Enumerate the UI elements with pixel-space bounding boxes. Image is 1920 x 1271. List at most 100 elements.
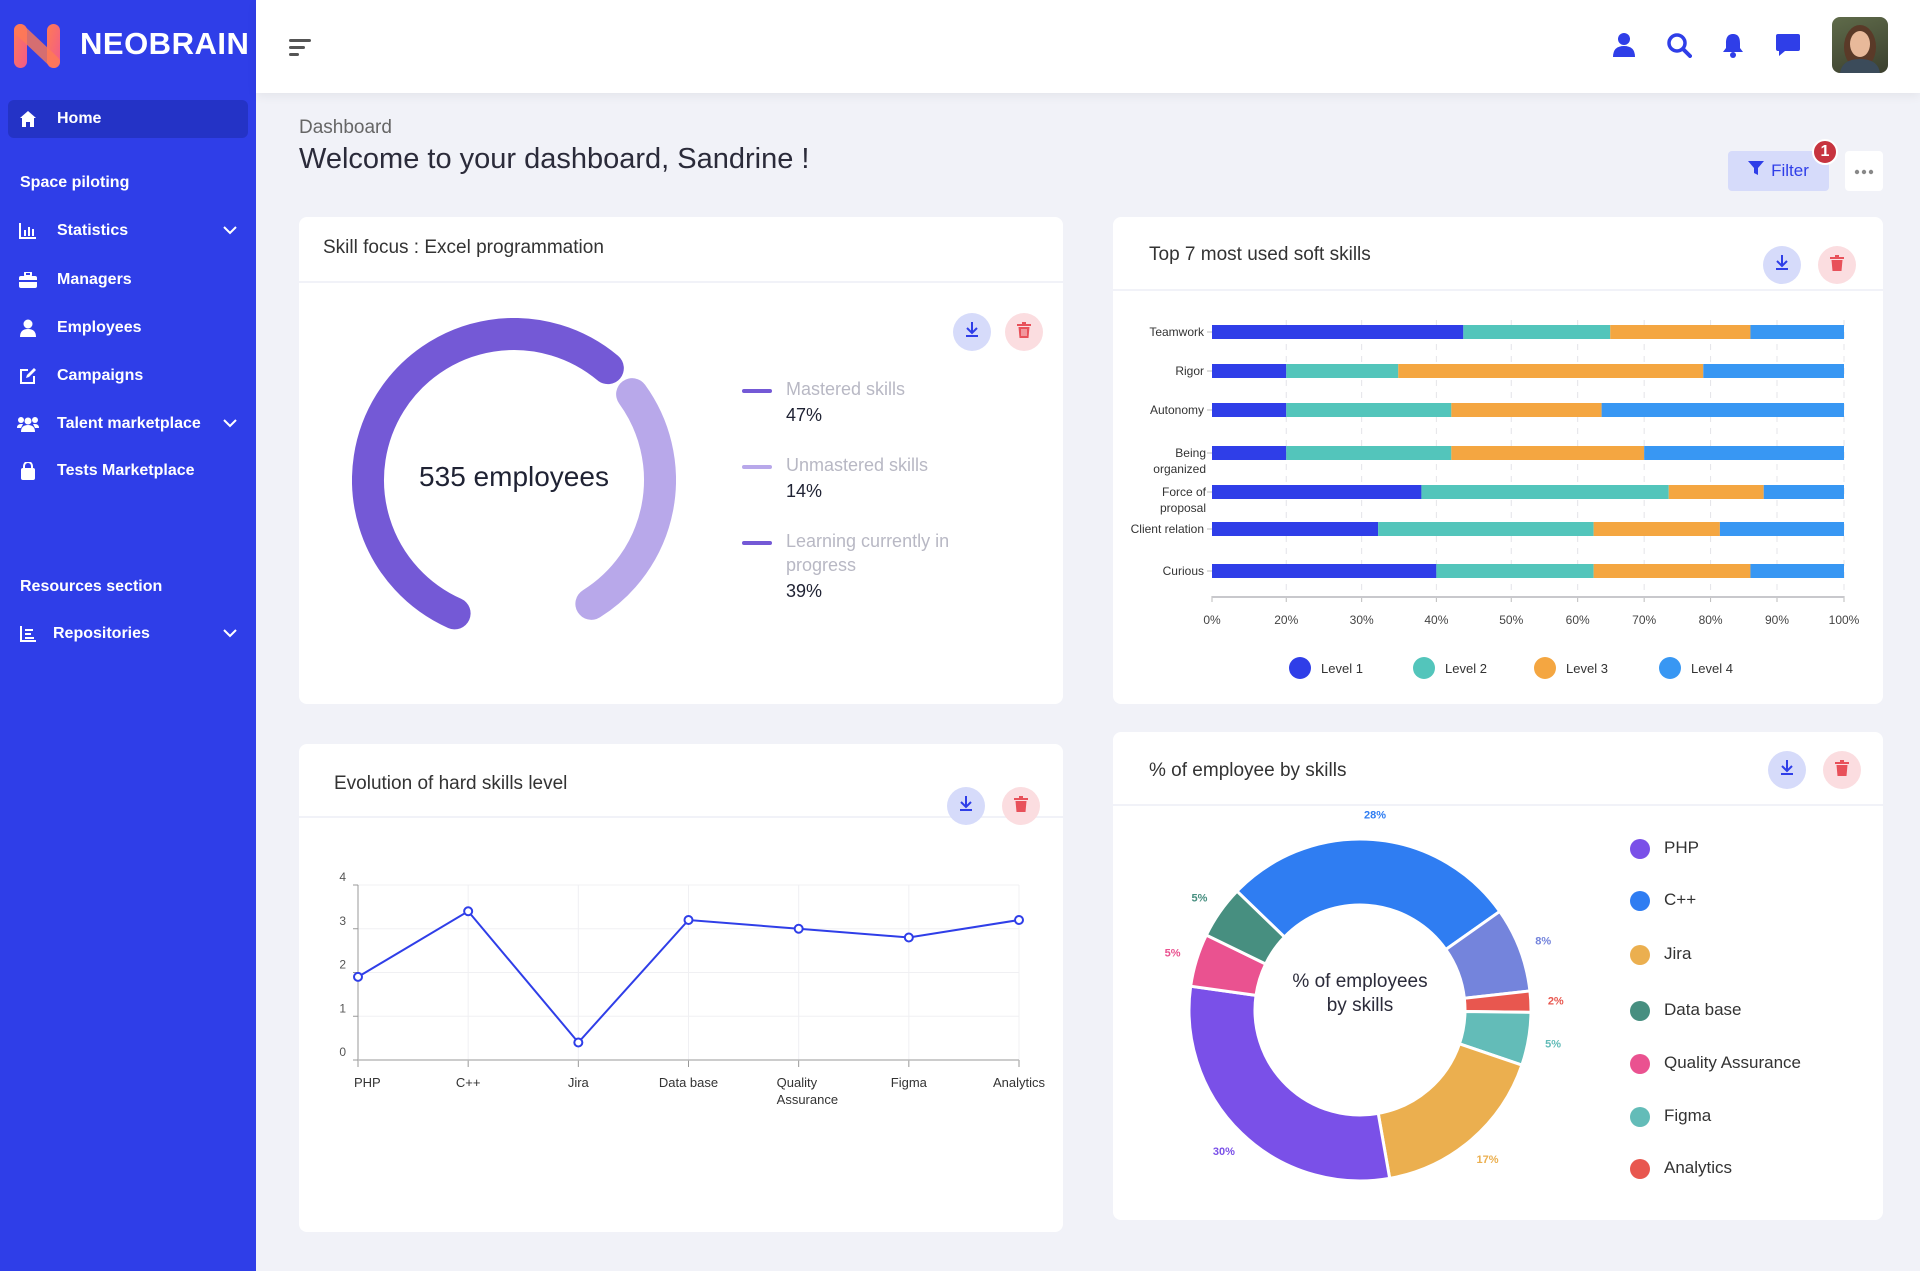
legend-label: Unmastered skills: [786, 455, 929, 475]
bar-segment: [1286, 403, 1452, 417]
legend-label: Data base: [1664, 1000, 1742, 1019]
data-point: [1014, 915, 1024, 925]
hard-skills-line-chart: 0 1 2 3 4 PHP C++ Jira Data base Quality Assurance…: [339, 870, 1046, 1107]
bar-segment: [1644, 446, 1844, 460]
legend-swatch: [742, 465, 772, 469]
y-tick-label: 4: [339, 870, 346, 884]
search-icon[interactable]: [1664, 30, 1694, 60]
legend-label: Level 2: [1445, 661, 1487, 676]
slice-label: 30%: [1213, 1146, 1235, 1158]
x-tick-label: Quality Assurance: [777, 1075, 838, 1107]
delete-button[interactable]: [1002, 787, 1040, 825]
chat-icon[interactable]: [1773, 30, 1803, 60]
menu-toggle-icon[interactable]: [286, 32, 316, 62]
sidebar-item-repositories[interactable]: Repositories: [8, 615, 248, 653]
list-icon: [17, 623, 39, 645]
legend-label: PHP: [1664, 838, 1699, 857]
y-tick-label: 3: [339, 914, 346, 928]
legend-label: Figma: [1664, 1106, 1712, 1125]
shopping-bag-icon: [17, 460, 39, 482]
trash-icon: [1835, 759, 1849, 781]
gauge-center-label: 535 employees: [419, 461, 609, 492]
skill-gauge: [352, 318, 676, 630]
sidebar-item-home[interactable]: Home: [8, 100, 248, 138]
x-tick-label: C++: [456, 1075, 481, 1090]
bar-segment: [1703, 364, 1844, 378]
legend-value: 47%: [786, 405, 823, 425]
data-point: [793, 923, 804, 934]
bar-segment: [1610, 325, 1751, 339]
download-icon: [1775, 254, 1789, 276]
neobrain-logo: [14, 24, 60, 68]
top-bar: [256, 0, 1920, 93]
data-point: [353, 971, 363, 982]
avatar[interactable]: [1832, 17, 1888, 73]
download-icon: [1780, 759, 1794, 781]
x-tick-label: 0%: [1203, 613, 1221, 627]
sidebar-item-label: Tests Marketplace: [57, 462, 195, 479]
y-tick-label: 0: [339, 1045, 346, 1059]
sidebar-item-statistics[interactable]: Statistics: [8, 212, 248, 250]
delete-button[interactable]: [1823, 751, 1861, 789]
download-button[interactable]: [1763, 246, 1801, 284]
legend-dot: [1289, 657, 1311, 679]
bell-icon[interactable]: [1718, 30, 1748, 60]
download-icon: [959, 795, 973, 817]
profile-icon[interactable]: [1609, 30, 1639, 60]
slice-label: 5%: [1545, 1038, 1561, 1050]
card-title: Top 7 most used soft skills: [1149, 244, 1371, 265]
bar-segment: [1601, 403, 1844, 417]
x-tick-label: Analytics: [993, 1075, 1046, 1090]
delete-button[interactable]: [1818, 246, 1856, 284]
category-label: Being organized: [1153, 446, 1206, 476]
legend-dot: [1630, 1107, 1650, 1127]
legend-value: 14%: [786, 481, 823, 501]
legend-dot: [1413, 657, 1435, 679]
sidebar-item-label: Campaigns: [57, 367, 144, 384]
legend-label: Quality Assurance: [1664, 1053, 1802, 1072]
y-tick-label: 2: [339, 958, 346, 972]
legend-label: C++: [1664, 890, 1697, 909]
trash-icon: [1017, 321, 1031, 343]
legend-label: Level 4: [1691, 661, 1733, 676]
bar-segment: [1286, 446, 1452, 460]
delete-button[interactable]: [1005, 313, 1043, 351]
sidebar-item-label: Talent marketplace: [57, 415, 201, 432]
chevron-down-icon: [222, 222, 238, 243]
x-tick-label: Jira: [568, 1075, 590, 1090]
download-button[interactable]: [1768, 751, 1806, 789]
sidebar-item-managers[interactable]: Managers: [8, 261, 248, 299]
sidebar-item-label: Home: [57, 110, 102, 127]
sidebar-item-talent-marketplace[interactable]: Talent marketplace: [8, 405, 248, 443]
more-options-button[interactable]: [1845, 151, 1883, 191]
sidebar-item-employees[interactable]: Employees: [8, 309, 248, 347]
edit-icon: [17, 365, 39, 387]
page-title: Welcome to your dashboard, Sandrine !: [299, 143, 810, 175]
donut-slice: [1204, 889, 1287, 966]
bar-segment: [1212, 564, 1437, 578]
soft-skills-bar-chart: 0% 20% 30% 40% 50% 60% 70% 80% 90% 100% Teamwork Ri…: [1131, 320, 1860, 679]
sidebar-item-label: Employees: [57, 319, 142, 336]
sidebar-item-campaigns[interactable]: Campaigns: [8, 357, 248, 395]
legend-label: Level 1: [1321, 661, 1363, 676]
data-point: [683, 915, 694, 925]
card-header: [1113, 732, 1883, 806]
download-button[interactable]: [947, 787, 985, 825]
legend-dot: [1630, 1159, 1650, 1179]
card-header: [299, 744, 1063, 818]
filter-icon: [1748, 161, 1765, 181]
sidebar: NEOBRAIN Home Space piloting Statistics …: [0, 0, 256, 1271]
x-tick-label: 90%: [1765, 613, 1789, 627]
x-tick-label: 60%: [1566, 613, 1590, 627]
legend-swatch: [742, 541, 772, 545]
bar-segment: [1212, 325, 1464, 339]
bar-segment: [1436, 564, 1594, 578]
sidebar-item-tests-marketplace[interactable]: Tests Marketplace: [8, 452, 248, 490]
filter-button[interactable]: Filter: [1728, 151, 1829, 191]
skill-focus-card: Skill focus : Excel programmation 535 em…: [299, 217, 1063, 704]
download-button[interactable]: [953, 313, 991, 351]
donut-slice: [1376, 1041, 1524, 1181]
bar-segment: [1212, 364, 1287, 378]
home-icon: [17, 108, 39, 130]
card-header: [1113, 217, 1883, 291]
